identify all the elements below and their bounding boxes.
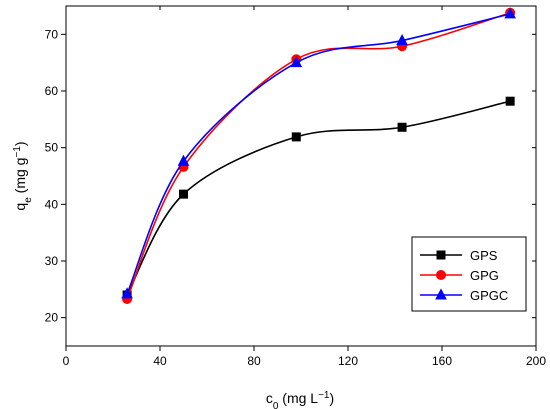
data-point [396, 33, 408, 46]
data-point [177, 154, 190, 166]
legend: GPS GPG GPGC [411, 236, 527, 312]
x-tick-label: 120 [338, 354, 358, 368]
x-tick-label: 160 [432, 354, 452, 368]
legend-box [411, 236, 527, 312]
y-tick-label: 60 [45, 84, 59, 98]
series-gpgc [121, 7, 516, 299]
y-tick-label: 20 [45, 311, 59, 325]
legend-label: GPS [470, 248, 498, 263]
x-tick-label: 80 [247, 354, 261, 368]
series-line [126, 12, 511, 300]
legend-marker [436, 250, 446, 260]
data-point [291, 132, 301, 142]
x-tick-label: 40 [153, 354, 167, 368]
data-point [121, 287, 133, 299]
x-axis-title: c0 (mg L−1) [266, 390, 334, 409]
data-point [505, 96, 515, 106]
data-point [397, 122, 407, 132]
x-tick-label: 0 [63, 354, 70, 368]
axis-ticks: 0 40 80 120 160 200 20 30 40 50 60 70 [45, 6, 546, 368]
data-point [179, 189, 188, 199]
legend-label: GPG [470, 268, 499, 283]
series-line [126, 13, 511, 295]
axes [65, 5, 537, 347]
plot-frame [65, 5, 537, 347]
y-axis-title: qe (mg g−1) [12, 141, 34, 210]
legend-label: GPGC [470, 288, 508, 303]
data-point [504, 7, 516, 19]
legend-marker [436, 270, 446, 280]
y-tick-label: 50 [45, 141, 59, 155]
y-tick-label: 40 [45, 197, 59, 211]
x-tick-label: 200 [526, 354, 546, 368]
y-tick-label: 70 [45, 27, 59, 41]
plot-series [121, 7, 516, 304]
y-tick-label: 30 [45, 254, 59, 268]
data-point [290, 56, 303, 68]
legend-marker [435, 288, 447, 300]
